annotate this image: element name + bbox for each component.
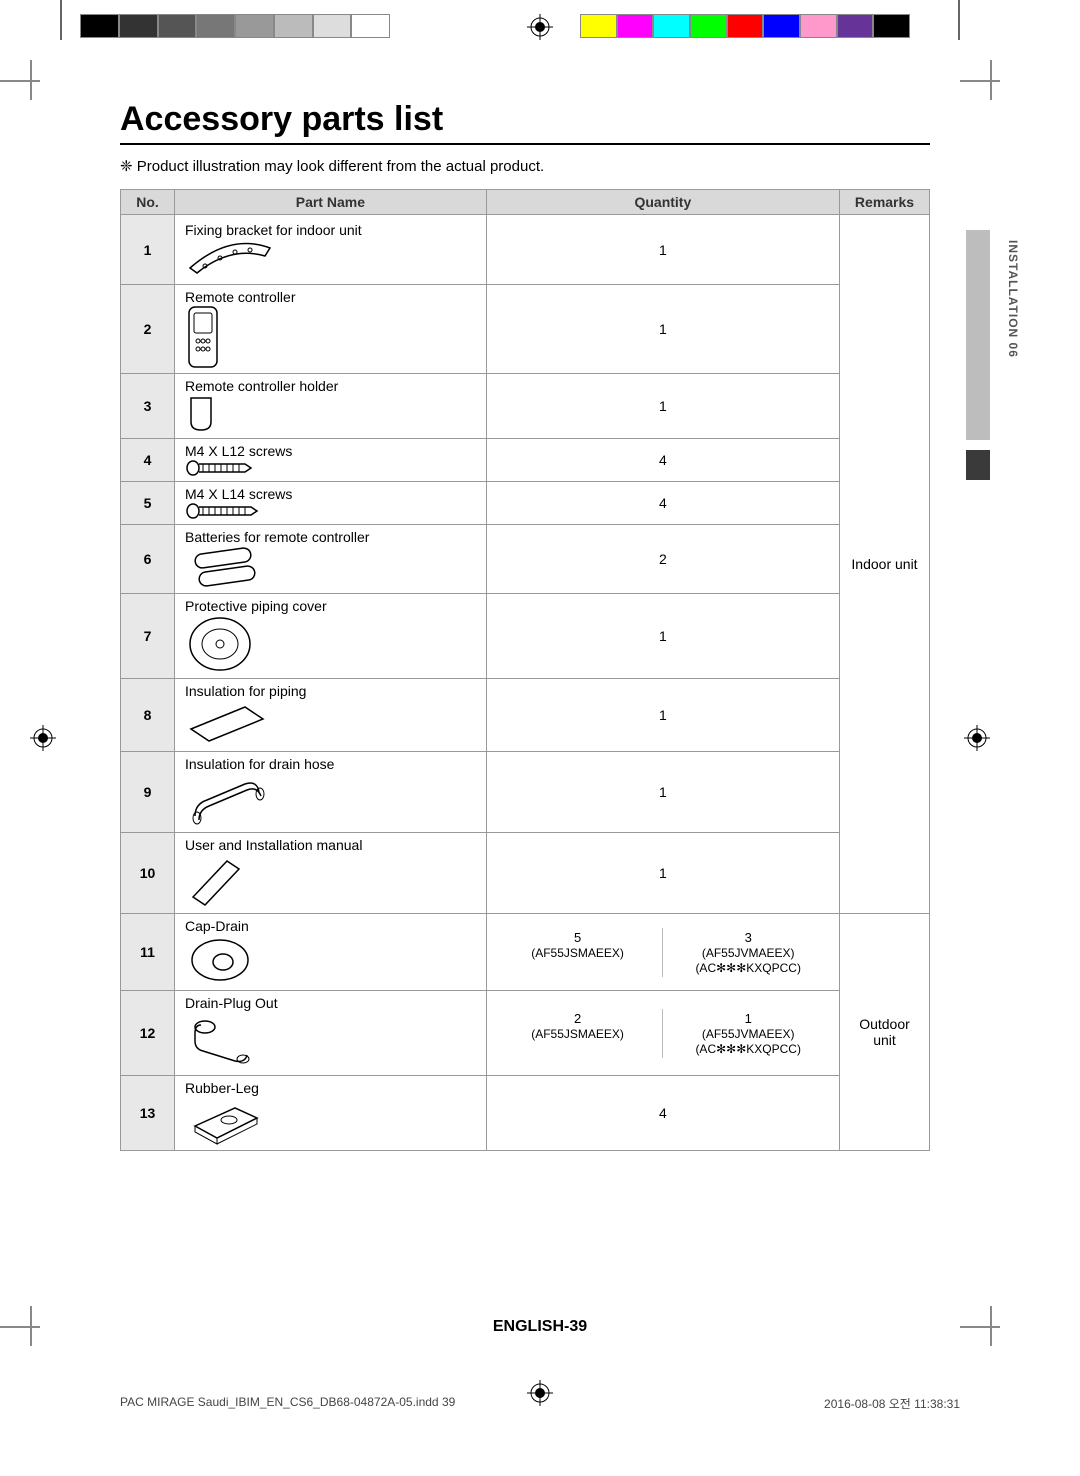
page-number: ENGLISH-39: [493, 1318, 587, 1336]
footer-timestamp: 2016-08-08 오전 11:38:31: [824, 1395, 960, 1412]
section-tab: [966, 230, 990, 590]
part-illustration-icon: [185, 699, 480, 747]
table-row: 12Drain-Plug Out2(AF55JSMAEEX)1(AF55JVMA…: [121, 991, 930, 1076]
crop-tick: [958, 0, 960, 40]
part-name: User and Installation manual: [185, 837, 362, 853]
part-illustration-icon: [185, 772, 480, 828]
registration-mark-icon: [964, 725, 990, 751]
part-illustration-icon: [185, 394, 480, 434]
part-name: Cap-Drain: [185, 918, 249, 934]
table-row: 10User and Installation manual1: [121, 833, 930, 914]
part-name: Protective piping cover: [185, 598, 327, 614]
footer-file: PAC MIRAGE Saudi_IBIM_EN_CS6_DB68-04872A…: [120, 1395, 455, 1412]
table-row: 9Insulation for drain hose1: [121, 752, 930, 833]
col-part: Part Name: [175, 190, 487, 215]
table-row: 1Fixing bracket for indoor unit1Indoor u…: [121, 215, 930, 285]
page-title: Accessory parts list: [120, 100, 930, 145]
table-row: 6Batteries for remote controller2: [121, 525, 930, 594]
col-qty: Quantity: [486, 190, 839, 215]
part-name: Insulation for drain hose: [185, 756, 334, 772]
part-illustration-icon: [185, 545, 480, 589]
part-name: M4 X L14 screws: [185, 486, 292, 502]
parts-table: No. Part Name Quantity Remarks 1Fixing b…: [120, 189, 930, 1151]
remarks-outdoor: Outdoor unit: [840, 914, 930, 1151]
part-name: Remote controller: [185, 289, 296, 305]
registration-mark-icon: [527, 14, 553, 40]
part-name: Drain-Plug Out: [185, 995, 278, 1011]
part-illustration-icon: [185, 238, 480, 278]
color-bar-grayscale: [80, 14, 390, 38]
footer-meta: PAC MIRAGE Saudi_IBIM_EN_CS6_DB68-04872A…: [120, 1395, 960, 1412]
table-row: 11Cap-Drain5(AF55JSMAEEX)3(AF55JVMAEEX)(…: [121, 914, 930, 991]
part-illustration-icon: [185, 459, 480, 477]
part-illustration-icon: [185, 934, 480, 986]
part-name: Remote controller holder: [185, 378, 338, 394]
illustration-note: ❈ Product illustration may look differen…: [120, 157, 930, 175]
part-illustration-icon: [185, 853, 480, 909]
registration-mark-icon: [30, 725, 56, 751]
col-no: No.: [121, 190, 175, 215]
part-illustration-icon: [185, 502, 480, 520]
color-bar-chroma: [580, 14, 910, 38]
crop-mark: [960, 1306, 1020, 1346]
table-row: 7Protective piping cover1: [121, 594, 930, 679]
part-name: Fixing bracket for indoor unit: [185, 222, 362, 238]
crop-mark: [960, 60, 1020, 100]
table-row: 4M4 X L12 screws4: [121, 439, 930, 482]
part-name: Batteries for remote controller: [185, 529, 369, 545]
table-row: 8Insulation for piping1: [121, 679, 930, 752]
table-row: 2Remote controller1: [121, 285, 930, 374]
crop-mark: [0, 60, 60, 100]
remarks-indoor: Indoor unit: [840, 215, 930, 914]
table-row: 13Rubber-Leg4: [121, 1076, 930, 1151]
part-illustration-icon: [185, 614, 480, 674]
col-remarks: Remarks: [840, 190, 930, 215]
part-name: Insulation for piping: [185, 683, 306, 699]
table-row: 5M4 X L14 screws4: [121, 482, 930, 525]
part-name: Rubber-Leg: [185, 1080, 259, 1096]
table-row: 3Remote controller holder1: [121, 374, 930, 439]
part-illustration-icon: [185, 305, 480, 369]
part-name: M4 X L12 screws: [185, 443, 292, 459]
crop-mark: [0, 1306, 60, 1346]
section-label: INSTALLATION 06: [1006, 240, 1020, 358]
crop-tick: [60, 0, 62, 40]
part-illustration-icon: [185, 1011, 480, 1071]
part-illustration-icon: [185, 1096, 480, 1146]
